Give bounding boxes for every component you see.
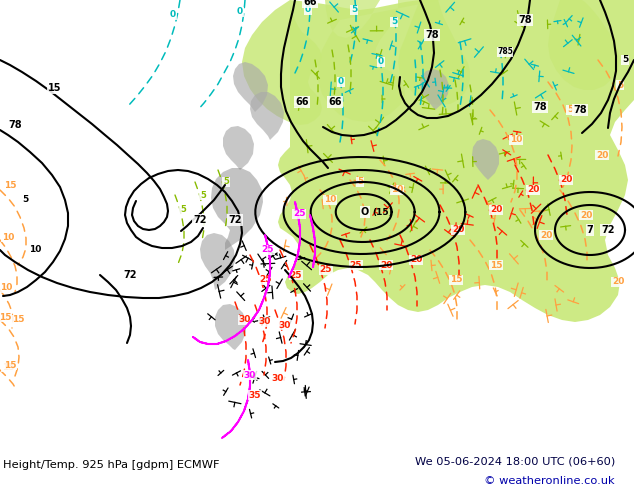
Text: 78: 78 [518,15,532,25]
Text: 72: 72 [193,215,207,225]
Text: 72: 72 [601,225,615,235]
Text: 0: 0 [378,57,384,67]
Text: 20: 20 [580,211,592,220]
Text: 10: 10 [29,245,41,254]
Text: 35: 35 [249,391,261,399]
Polygon shape [398,0,470,105]
Polygon shape [233,62,268,112]
Polygon shape [290,0,440,122]
Polygon shape [223,126,254,170]
Text: 20: 20 [540,230,552,240]
Text: © weatheronline.co.uk: © weatheronline.co.uk [484,476,615,486]
Text: 5: 5 [22,196,28,204]
Polygon shape [420,69,449,110]
Text: 15: 15 [0,313,11,321]
Polygon shape [548,0,620,90]
Text: O: O [361,207,369,217]
Text: 72: 72 [123,270,137,280]
Text: 10: 10 [510,136,522,145]
Text: 15: 15 [12,316,24,324]
Text: 15: 15 [489,261,502,270]
Polygon shape [472,139,499,180]
Text: 5: 5 [180,205,186,215]
Text: 20: 20 [410,255,422,265]
Text: We 05-06-2024 18:00 UTC (06+60): We 05-06-2024 18:00 UTC (06+60) [415,456,615,466]
Text: 20: 20 [452,225,464,235]
Polygon shape [250,92,284,140]
Text: 10: 10 [2,232,14,242]
Text: 72: 72 [228,215,242,225]
Text: 5: 5 [617,80,623,90]
Text: 5: 5 [622,55,628,65]
Text: 20: 20 [490,205,502,215]
Text: (15): (15) [372,207,392,217]
Text: 15: 15 [48,83,61,93]
Text: 25: 25 [262,245,275,254]
Text: 66: 66 [328,97,342,107]
Text: 78: 78 [533,102,547,112]
Text: 66: 66 [295,97,309,107]
Polygon shape [211,168,263,250]
Text: 20: 20 [527,186,539,195]
Text: 0: 0 [170,10,176,20]
Text: 78: 78 [425,30,439,40]
Polygon shape [278,0,634,322]
Text: 78: 78 [8,120,22,130]
Text: 25: 25 [320,266,332,274]
Text: 5: 5 [567,105,573,115]
Text: 15: 15 [4,361,16,369]
Text: 5: 5 [357,177,363,187]
Text: 20: 20 [596,150,608,160]
Text: 25: 25 [350,261,362,270]
Text: 25: 25 [290,270,302,279]
Text: 15: 15 [450,275,462,285]
Text: 20: 20 [612,277,624,287]
Text: 0: 0 [338,77,344,87]
Polygon shape [200,233,235,290]
Text: 15: 15 [4,181,16,191]
Text: 30: 30 [272,373,284,383]
Text: 785: 785 [497,48,513,56]
Text: Height/Temp. 925 hPa [gdpm] ECMWF: Height/Temp. 925 hPa [gdpm] ECMWF [3,460,219,470]
Text: 30: 30 [239,316,251,324]
Text: 25: 25 [259,275,271,285]
Text: 30: 30 [279,320,291,329]
Text: 20: 20 [560,175,573,185]
Text: 5: 5 [351,5,357,15]
Text: 10: 10 [391,186,403,195]
Text: 25: 25 [293,210,305,219]
Polygon shape [242,0,322,125]
Text: 0: 0 [237,7,243,17]
Text: 15: 15 [2,363,14,371]
Text: 7: 7 [586,225,593,235]
Text: 78: 78 [573,105,587,115]
Text: 30: 30 [259,318,271,326]
Text: 5: 5 [391,18,397,26]
Text: 66: 66 [303,0,317,7]
Text: 5: 5 [223,177,229,187]
Text: 0: 0 [305,5,311,15]
Text: 5: 5 [200,191,206,199]
Text: 10: 10 [0,284,12,293]
Text: 10: 10 [324,196,336,204]
Polygon shape [215,304,246,350]
Text: 20: 20 [380,261,392,270]
Text: 30: 30 [244,370,256,379]
